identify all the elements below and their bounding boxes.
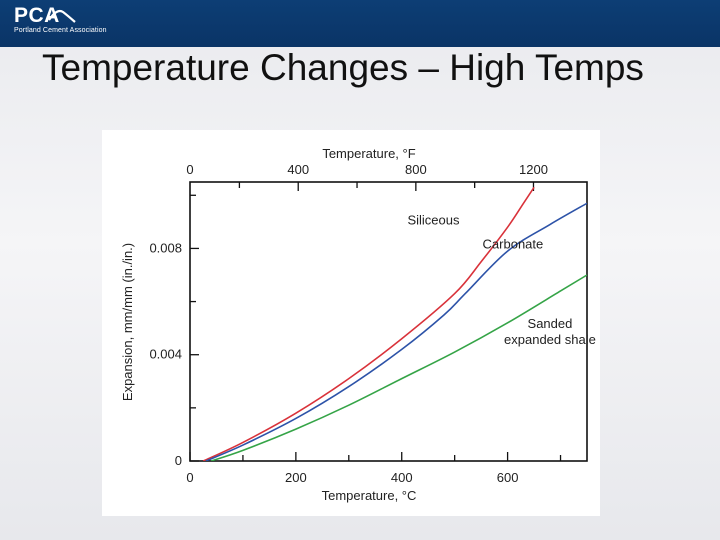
x-tick-label: 200 xyxy=(285,470,307,485)
series-line-2 xyxy=(210,274,587,461)
series-label-1: Carbonate xyxy=(483,236,544,251)
x-tick-label: 600 xyxy=(497,470,519,485)
x2-tick-label: 400 xyxy=(287,162,309,177)
x-tick-label: 0 xyxy=(186,470,193,485)
x2-tick-label: 0 xyxy=(186,162,193,177)
y-axis-label: Expansion, mm/mm (in./in.) xyxy=(120,243,135,401)
pca-logo: PCA Portland Cement Association xyxy=(14,4,107,34)
series-line-0 xyxy=(202,186,535,461)
expansion-chart: Temperature, °F Temperature, °C Expansio… xyxy=(120,146,596,503)
x2-tick-label: 800 xyxy=(405,162,427,177)
series-label-0: Siliceous xyxy=(407,213,460,228)
series-label-2: Sanded xyxy=(528,316,573,331)
x-tick-label: 400 xyxy=(391,470,413,485)
logo-swoosh-icon xyxy=(48,9,76,23)
plot-frame xyxy=(189,181,588,462)
header-bar: PCA Portland Cement Association xyxy=(0,0,720,47)
chart-panel: Temperature, °F Temperature, °C Expansio… xyxy=(102,130,600,516)
logo-subtitle: Portland Cement Association xyxy=(14,27,107,34)
y-tick-label: 0.004 xyxy=(149,347,182,362)
y-tick-label: 0.008 xyxy=(149,240,182,255)
slide-title: Temperature Changes – High Temps xyxy=(42,47,644,88)
logo-text: PCA xyxy=(14,4,60,27)
series-label-2: expanded shale xyxy=(504,332,596,347)
top-axis-label: Temperature, °F xyxy=(322,146,415,161)
series-line-1 xyxy=(205,202,587,461)
bottom-axis-label: Temperature, °C xyxy=(322,488,417,503)
x2-tick-label: 1200 xyxy=(519,162,548,177)
y-tick-label: 0 xyxy=(175,453,182,468)
